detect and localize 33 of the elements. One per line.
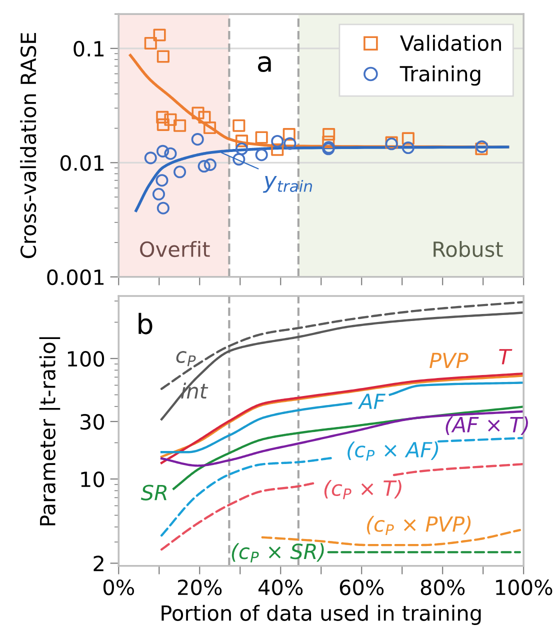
x-axis-title: Portion of data used in training	[162, 604, 481, 625]
y-tick-label: 30	[80, 414, 104, 430]
legend-label: Validation	[400, 34, 501, 51]
annotation: b	[138, 312, 152, 334]
y-tick-label: 0.001	[47, 269, 104, 286]
series-label: SR	[140, 484, 167, 500]
series-label: T	[499, 349, 512, 364]
y-tick-label: 0.1	[74, 40, 104, 57]
legend-label: Training	[400, 65, 480, 86]
x-tick-label: 40%	[258, 579, 303, 596]
y-tick-label: 2	[94, 556, 104, 572]
annotation: a	[258, 56, 271, 72]
y-tick-label: 100	[68, 350, 104, 367]
series-label: AF	[358, 394, 386, 409]
y-axis-title: Parameter |t-ratio|	[39, 337, 60, 526]
band-label: Robust	[434, 240, 503, 258]
series-label: (c$_{P}$ × AF)	[348, 441, 438, 461]
series-label: PVP	[430, 352, 468, 368]
x-tick-label: 20%	[178, 579, 222, 596]
band-label: Overfit	[140, 240, 210, 258]
x-tick-label: 60%	[340, 579, 384, 596]
y-tick-label: 10	[81, 471, 104, 488]
series-label: (c$_{P}$ × SR)	[232, 543, 324, 562]
x-tick-label: 0%	[103, 579, 134, 596]
annotation: y$_{train}$	[262, 176, 312, 193]
series-label: c$_{P}$	[176, 351, 196, 366]
series-label: (AF × T)	[446, 416, 528, 435]
y-tick-label: 0.01	[60, 155, 104, 171]
series-label: (c$_{P}$ × PVP)	[366, 516, 471, 536]
x-tick-label: 100%	[496, 579, 552, 596]
x-tick-label: 80%	[420, 579, 465, 596]
y-axis-title: Cross-validation RASE	[20, 33, 36, 258]
series-label: (c$_{P}$ × T)	[324, 480, 402, 500]
